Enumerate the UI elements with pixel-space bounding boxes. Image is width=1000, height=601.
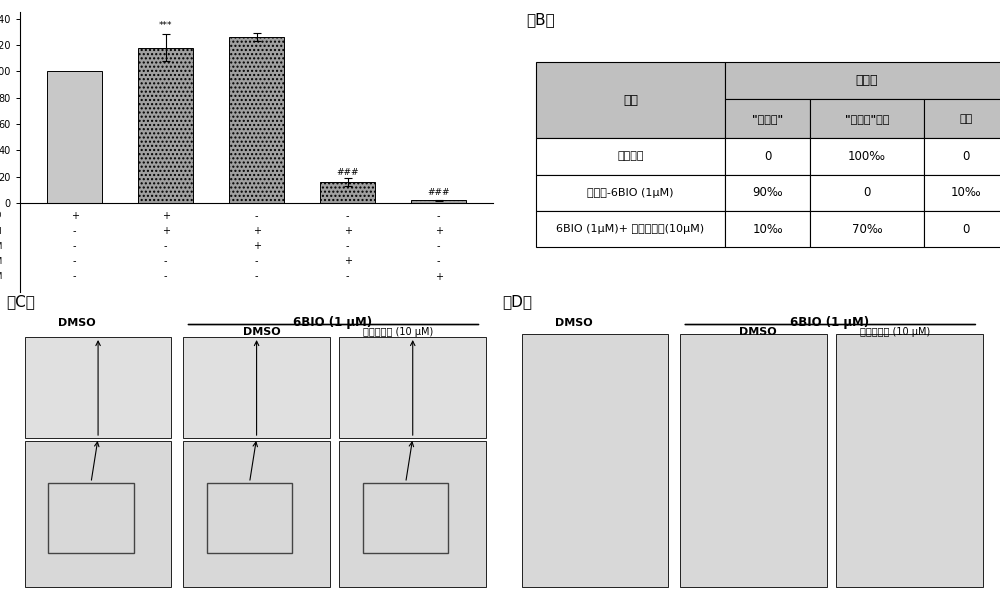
Bar	[725, 99, 810, 138]
Text: ###: ###	[427, 188, 450, 197]
Text: 分组: 分组	[623, 94, 638, 107]
Text: DMSO: DMSO	[0, 212, 2, 221]
Bar	[836, 334, 983, 587]
Bar	[25, 441, 171, 587]
Bar	[725, 63, 1000, 99]
Text: -: -	[73, 241, 76, 251]
Bar	[138, 47, 193, 203]
Bar	[536, 174, 725, 211]
Text: 10‰: 10‰	[951, 186, 982, 200]
Bar	[725, 138, 810, 174]
Bar	[924, 174, 1000, 211]
Text: +: +	[435, 226, 443, 236]
Bar	[725, 174, 810, 211]
Text: -: -	[164, 241, 167, 251]
Bar	[810, 138, 924, 174]
Text: 70‰: 70‰	[852, 223, 882, 236]
Text: -: -	[164, 257, 167, 266]
Bar	[536, 211, 725, 248]
Text: -: -	[437, 241, 440, 251]
Bar	[339, 441, 486, 587]
Text: +: +	[253, 241, 261, 251]
Text: ###: ###	[336, 168, 359, 177]
Text: -: -	[437, 257, 440, 266]
Text: 6BIO (1 μM): 6BIO (1 μM)	[790, 316, 869, 329]
Bar	[320, 182, 375, 203]
Text: +: +	[71, 211, 79, 221]
Bar	[183, 441, 330, 587]
Text: 90‰: 90‰	[752, 186, 783, 200]
Text: 6BIO (1 μM): 6BIO (1 μM)	[293, 316, 372, 329]
Text: -: -	[73, 226, 76, 236]
Bar	[536, 63, 725, 138]
Text: -: -	[346, 241, 349, 251]
Bar	[924, 99, 1000, 138]
Text: -: -	[437, 211, 440, 221]
Text: -: -	[255, 272, 258, 281]
Text: +: +	[435, 272, 443, 281]
Bar	[207, 483, 292, 553]
Text: 0: 0	[764, 150, 771, 163]
Text: 路路通内腄 (10 μM): 路路通内腄 (10 μM)	[860, 328, 930, 337]
Text: 路路通内腄 5μM: 路路通内腄 5μM	[0, 242, 2, 251]
Text: DMSO: DMSO	[243, 328, 280, 337]
Text: 空白对照: 空白对照	[617, 151, 644, 161]
Bar	[810, 174, 924, 211]
Text: -: -	[255, 211, 258, 221]
Text: 百分率: 百分率	[856, 74, 878, 87]
Text: 10‰: 10‰	[752, 223, 783, 236]
Bar	[810, 211, 924, 248]
Text: +: +	[162, 226, 170, 236]
Bar	[924, 138, 1000, 174]
Text: （B）: （B）	[526, 12, 555, 27]
Text: DMSO: DMSO	[739, 328, 777, 337]
Bar	[229, 37, 284, 203]
Text: 0: 0	[863, 186, 871, 200]
Text: 路路通内腄 20μM: 路路通内腄 20μM	[0, 272, 2, 281]
Text: "眼缺失": "眼缺失"	[752, 114, 783, 124]
Text: （D）: （D）	[503, 294, 533, 309]
Bar	[183, 337, 330, 438]
Text: -: -	[346, 272, 349, 281]
Text: DMSO: DMSO	[555, 317, 592, 328]
Text: 路路通内腄 (10 μM): 路路通内腄 (10 μM)	[363, 328, 434, 337]
Bar	[725, 211, 810, 248]
Text: 死亡: 死亡	[960, 114, 973, 124]
Text: -: -	[346, 211, 349, 221]
Text: （C）: （C）	[6, 294, 35, 309]
Text: 0: 0	[963, 223, 970, 236]
Text: 路路通内腄 10μM: 路路通内腄 10μM	[0, 257, 2, 266]
Text: ***: ***	[159, 22, 172, 31]
Text: +: +	[162, 211, 170, 221]
Text: -: -	[164, 272, 167, 281]
Bar	[48, 483, 134, 553]
Text: 0: 0	[963, 150, 970, 163]
Bar	[680, 334, 827, 587]
Text: 6BIO (1μM)+ 路路通内腄(10μM): 6BIO (1μM)+ 路路通内腄(10μM)	[556, 224, 704, 234]
Text: -: -	[73, 257, 76, 266]
Text: DMSO: DMSO	[58, 317, 96, 328]
Text: +: +	[344, 226, 352, 236]
Text: -: -	[255, 257, 258, 266]
Bar	[25, 337, 171, 438]
Text: 模型组-6BIO (1μM): 模型组-6BIO (1μM)	[587, 188, 674, 198]
Bar	[924, 211, 1000, 248]
Text: +: +	[344, 257, 352, 266]
Text: +: +	[253, 226, 261, 236]
Text: 6BIO 1μM: 6BIO 1μM	[0, 227, 2, 236]
Text: 100‰: 100‰	[848, 150, 886, 163]
Bar	[411, 200, 466, 203]
Bar	[47, 72, 102, 203]
Text: "眼缺失"数据: "眼缺失"数据	[845, 114, 889, 124]
Text: -: -	[73, 272, 76, 281]
Bar	[536, 138, 725, 174]
Bar	[363, 483, 448, 553]
Bar	[339, 337, 486, 438]
Bar	[810, 99, 924, 138]
Bar	[522, 334, 668, 587]
